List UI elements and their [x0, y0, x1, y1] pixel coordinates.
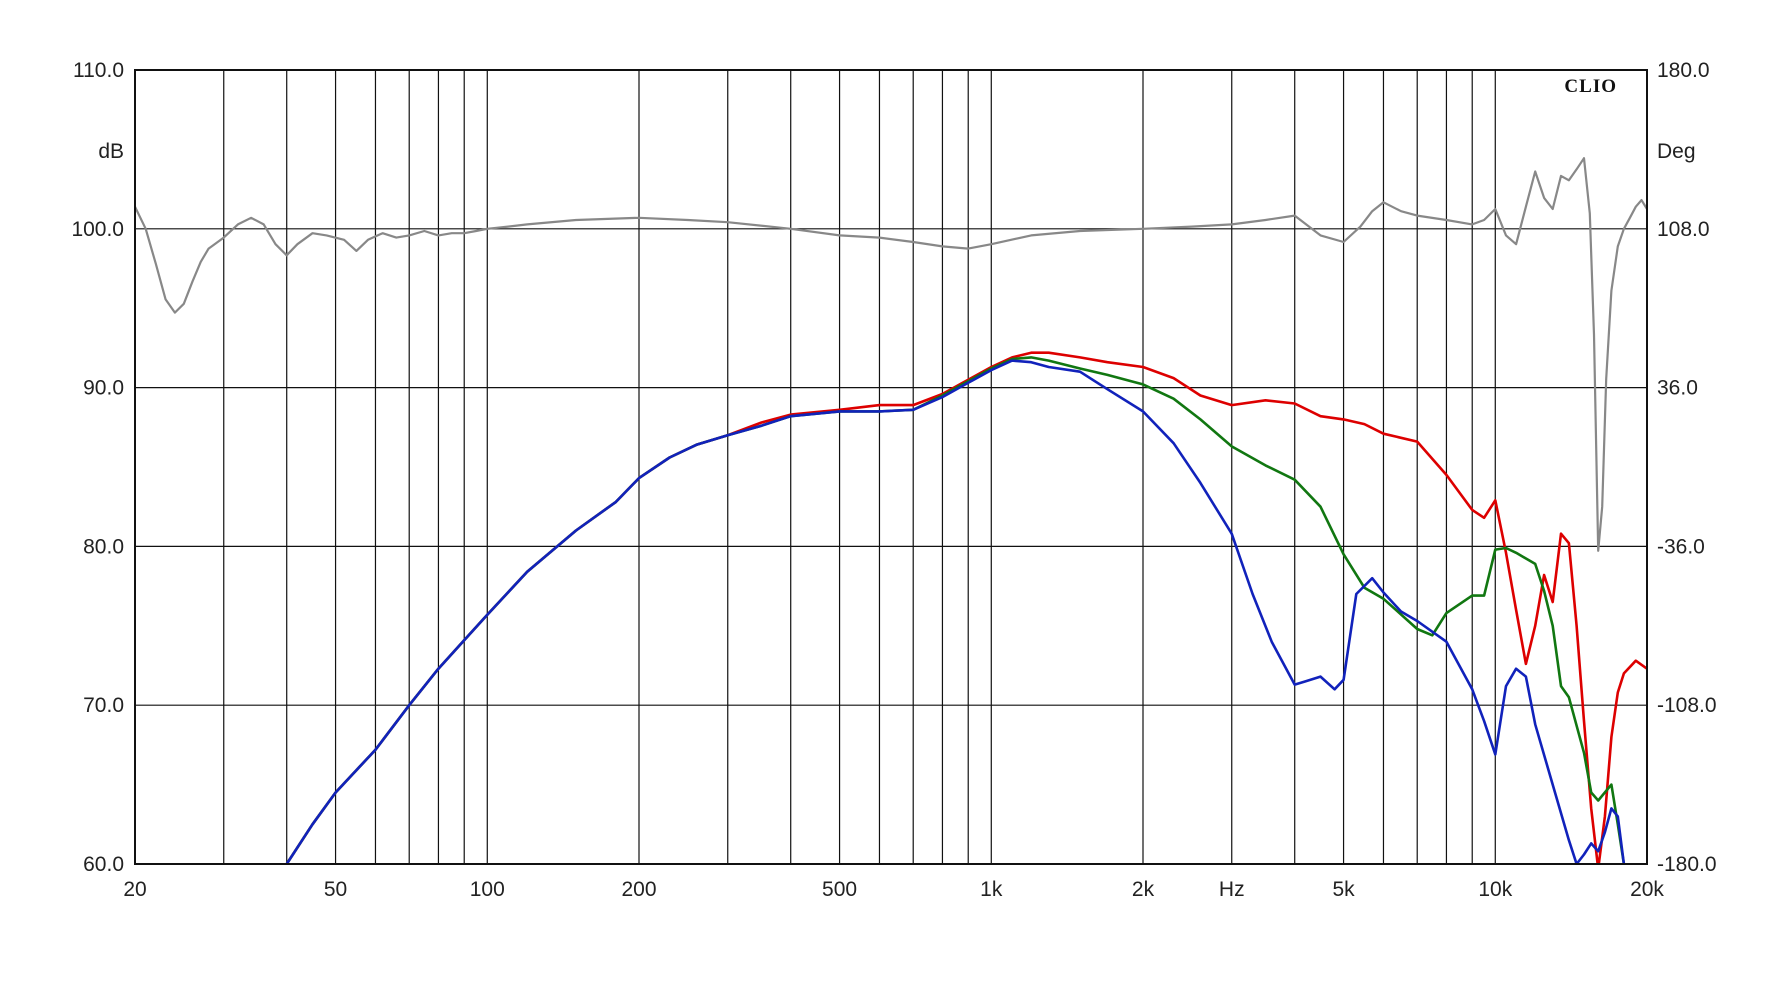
series-group: [135, 157, 1647, 864]
tick-labels: 60.0 70.0 80.0 90.0 100.0 110.0 -180.0 -108.0 -3…: [71, 59, 1716, 901]
x-tick-label: 5k: [1332, 878, 1355, 901]
series-line-1: [135, 157, 1647, 552]
series-line-4: [285, 359, 1626, 864]
grid: [135, 69, 1647, 865]
x-tick-label: 500: [822, 878, 857, 901]
y-tick-label: 80.0: [83, 535, 124, 558]
y-tick-label: 100.0: [71, 218, 124, 241]
x-tick-label: 50: [324, 878, 347, 901]
x-tick-label: 200: [621, 878, 656, 901]
y2-tick-label: -180.0: [1657, 853, 1717, 876]
x-tick-label: 2k: [1132, 878, 1155, 901]
brand-label: CLIO: [1564, 76, 1617, 97]
x-tick-label: 100: [470, 878, 505, 901]
y-axis-unit-label: dB: [98, 140, 124, 163]
plot-frame: [134, 69, 1648, 865]
y-tick-label: 110.0: [73, 59, 124, 82]
y-tick-label: 60.0: [83, 853, 124, 876]
y-tick-label: 70.0: [83, 694, 124, 717]
y2-tick-label: -36.0: [1657, 535, 1705, 558]
y2-tick-label: 108.0: [1657, 218, 1710, 241]
y-tick-label: 90.0: [83, 377, 124, 400]
x-tick-label: 1k: [980, 878, 1003, 901]
y2-axis-unit-label: Deg: [1657, 140, 1696, 163]
y2-tick-label: -108.0: [1657, 694, 1717, 717]
x-tick-label: 20k: [1630, 878, 1664, 901]
x-axis-label: Hz: [1219, 878, 1245, 901]
y2-tick-label: 36.0: [1657, 377, 1698, 400]
x-tick-label: 20: [123, 878, 146, 901]
x-tick-label: 10k: [1478, 878, 1512, 901]
y2-tick-label: 180.0: [1657, 59, 1710, 82]
